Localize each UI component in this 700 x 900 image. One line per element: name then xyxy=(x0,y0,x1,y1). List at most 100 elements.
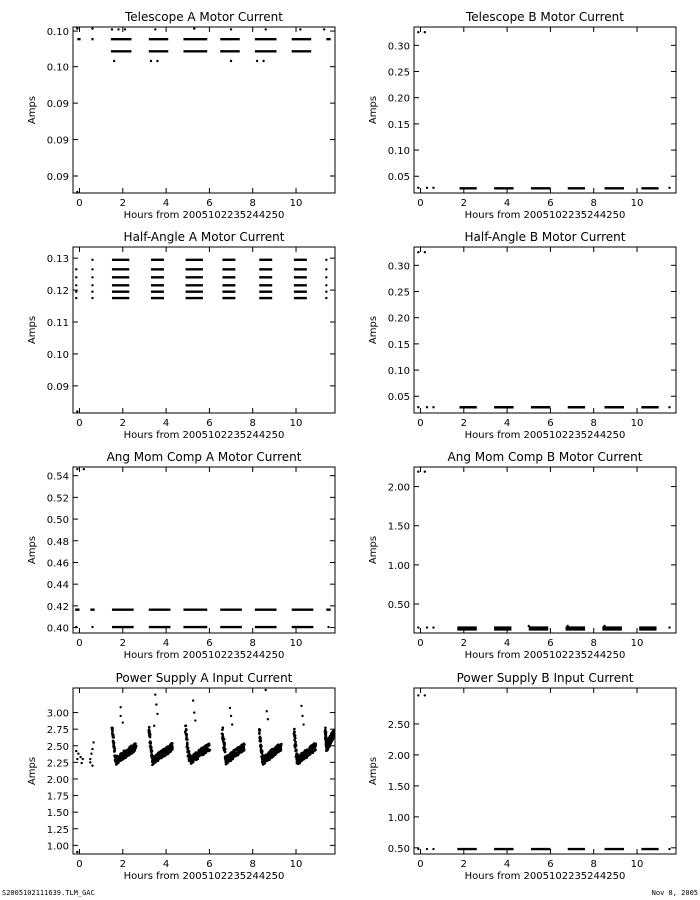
data-point xyxy=(325,276,328,279)
data-point xyxy=(425,186,429,189)
data-point xyxy=(423,31,427,34)
data-point xyxy=(148,735,152,739)
y-tick-label: 1.00 xyxy=(47,841,69,852)
x-tick-label: 10 xyxy=(631,859,644,870)
footer-date: Nov 8, 2005 xyxy=(651,889,698,897)
chart-title: Telescope B Motor Current xyxy=(465,10,624,24)
data-point xyxy=(186,743,189,746)
data-point xyxy=(152,724,156,728)
data-point xyxy=(186,746,190,750)
data-point xyxy=(154,693,157,696)
chart-panel-6: Ang Mom Comp B Motor Current 0 2 4 6 8 10 Hours… xyxy=(368,450,677,661)
plot-frame xyxy=(413,466,677,634)
data-point xyxy=(75,290,78,293)
x-tick-label: 2 xyxy=(120,638,126,649)
data-point xyxy=(279,748,283,751)
data-point xyxy=(261,753,265,757)
data-point xyxy=(76,190,79,194)
x-tick-label: 8 xyxy=(591,859,597,870)
data-point xyxy=(259,736,262,740)
y-tick-label: 0.10 xyxy=(47,27,69,38)
data-point xyxy=(162,747,166,751)
data-point xyxy=(417,470,420,473)
data-point xyxy=(223,747,227,751)
y-tick-label: 0.50 xyxy=(388,844,410,855)
data-point xyxy=(90,752,93,755)
data-point xyxy=(91,625,94,629)
data-point xyxy=(417,251,420,254)
x-tick-label: 6 xyxy=(206,638,212,649)
data-point xyxy=(299,28,302,31)
x-tick-label: 6 xyxy=(547,859,553,870)
chart-title: Power Supply A Input Current xyxy=(116,671,293,685)
y-tick-label: 0.10 xyxy=(388,146,410,157)
y-tick-label: 0.54 xyxy=(47,472,69,483)
data-point xyxy=(242,745,246,749)
x-axis-label: Hours from 2005102235244250 xyxy=(465,210,626,221)
x-tick-label: 6 xyxy=(206,859,212,870)
data-point xyxy=(156,712,159,716)
data-point xyxy=(229,28,233,31)
data-point xyxy=(110,28,114,31)
data-point xyxy=(202,752,206,756)
y-tick-label: 0.50 xyxy=(47,515,69,526)
y-tick-label: 0.12 xyxy=(47,286,69,297)
plot-frame xyxy=(413,687,677,855)
data-point xyxy=(264,28,267,31)
data-point xyxy=(91,27,94,30)
x-tick-label: 10 xyxy=(631,418,644,429)
data-point xyxy=(110,728,114,732)
y-tick-label: 0.10 xyxy=(47,350,69,361)
y-axis-label: Amps xyxy=(368,316,379,344)
data-point xyxy=(89,761,92,764)
y-tick-label: 0.11 xyxy=(47,318,69,329)
y-tick-label: 0.09 xyxy=(47,99,69,110)
data-point xyxy=(221,735,225,738)
data-point xyxy=(112,746,116,750)
y-tick-label: 0.05 xyxy=(388,172,410,183)
data-point xyxy=(221,728,224,732)
data-point xyxy=(194,719,197,722)
data-point xyxy=(193,711,196,714)
data-point xyxy=(91,747,94,751)
y-tick-label: 2.00 xyxy=(388,751,410,762)
plot-frame xyxy=(413,246,677,414)
data-point xyxy=(264,688,267,692)
data-point xyxy=(325,268,328,271)
data-point xyxy=(423,694,427,697)
y-tick-label: 0.48 xyxy=(47,537,69,548)
data-point xyxy=(187,749,191,753)
data-point xyxy=(91,764,94,767)
y-tick-label: 2.25 xyxy=(47,758,69,769)
y-tick-label: 0.20 xyxy=(388,314,410,325)
x-tick-label: 6 xyxy=(547,638,553,649)
data-point xyxy=(221,733,225,736)
data-point xyxy=(425,626,429,629)
x-tick-label: 10 xyxy=(290,198,303,209)
chart-title: Half-Angle A Motor Current xyxy=(124,230,285,244)
data-point xyxy=(112,59,116,63)
x-tick-label: 2 xyxy=(461,198,467,209)
x-tick-label: 4 xyxy=(163,859,169,870)
data-point xyxy=(82,467,86,471)
y-tick-label: 3.00 xyxy=(47,709,69,720)
data-point xyxy=(262,59,265,63)
y-tick-label: 1.50 xyxy=(47,808,69,819)
data-point xyxy=(117,761,120,765)
data-point xyxy=(566,624,569,628)
data-point xyxy=(191,699,195,702)
data-point xyxy=(293,736,297,740)
data-point xyxy=(258,731,261,735)
y-tick-label: 1.50 xyxy=(388,522,410,533)
x-tick-label: 8 xyxy=(250,198,256,209)
y-tick-label: 1.50 xyxy=(388,782,410,793)
y-axis-label: Amps xyxy=(368,96,379,124)
data-point xyxy=(76,27,79,30)
plot-frame xyxy=(72,26,336,194)
y-tick-label: 0.30 xyxy=(388,41,410,52)
footer-file-name: S2005102111639.TLM_GAC xyxy=(2,889,95,897)
plot-frame xyxy=(72,466,336,634)
x-tick-label: 6 xyxy=(547,198,553,209)
y-tick-label: 0.10 xyxy=(47,63,69,74)
